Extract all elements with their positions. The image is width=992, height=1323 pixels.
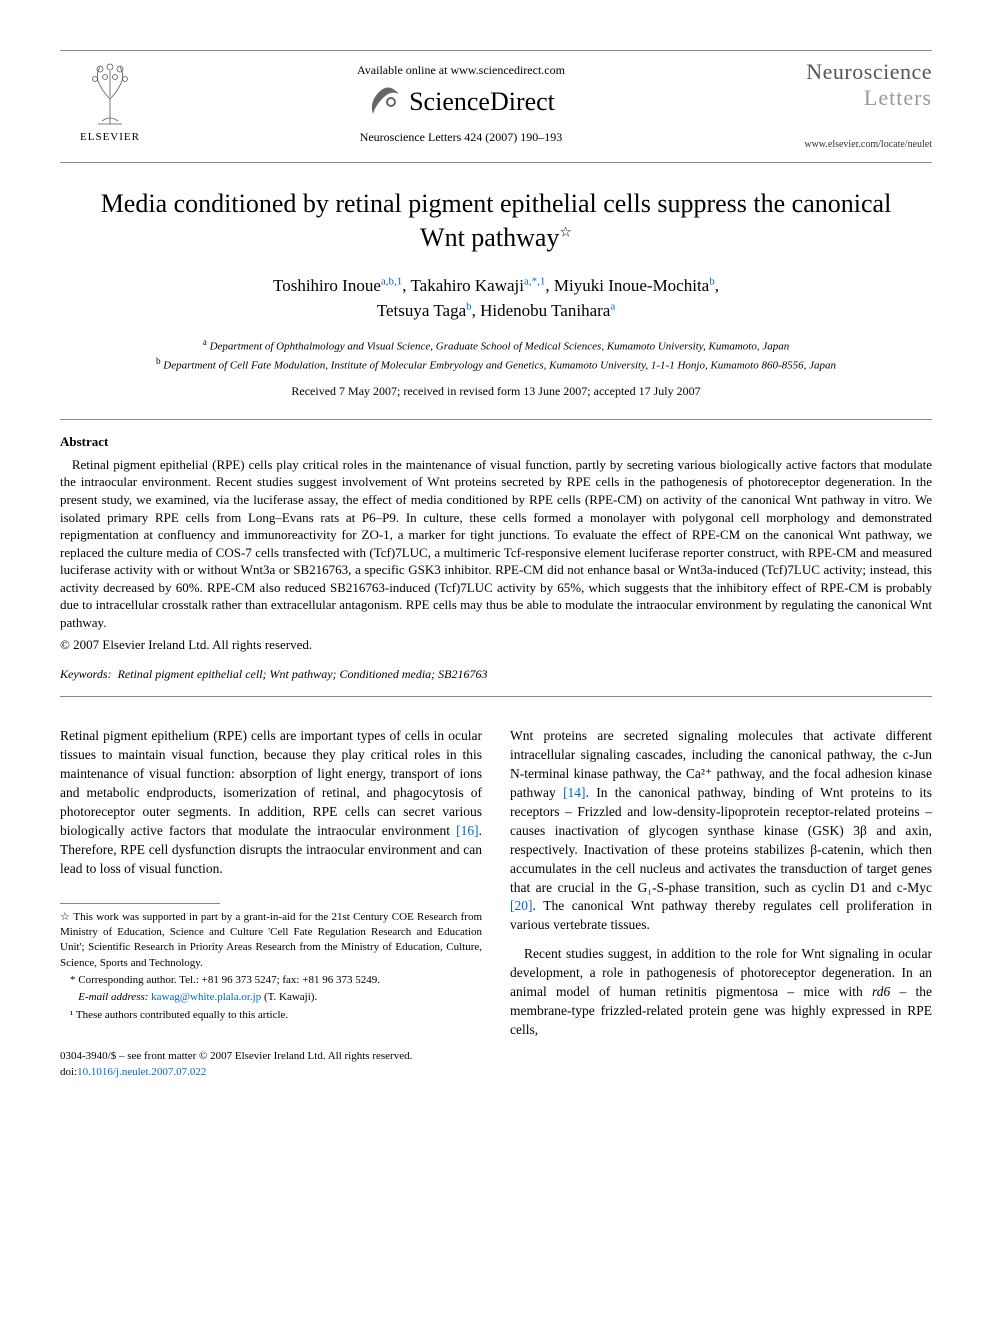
body-para-1: Retinal pigment epithelium (RPE) cells a… <box>60 727 482 878</box>
para-text: Recent studies suggest, in addition to t… <box>510 946 932 999</box>
abstract-heading: Abstract <box>60 434 932 450</box>
elsevier-tree-icon <box>80 59 140 129</box>
footnote-funding: ☆ This work was supported in part by a g… <box>60 910 482 972</box>
journal-reference: Neuroscience Letters 424 (2007) 190–193 <box>160 130 762 145</box>
title-footnote-star: ☆ <box>559 225 572 240</box>
journal-title-line1: Neuroscience <box>762 59 932 85</box>
email-link[interactable]: kawag@white.plala.or.jp <box>151 991 261 1003</box>
body-para-3: Recent studies suggest, in addition to t… <box>510 945 932 1039</box>
citation-16[interactable]: [16] <box>456 823 479 838</box>
publisher-block: ELSEVIER <box>60 59 160 143</box>
footnotes: ☆ This work was supported in part by a g… <box>60 910 482 1024</box>
abstract-text: Retinal pigment epithelial (RPE) cells p… <box>60 456 932 631</box>
doi-link[interactable]: 10.1016/j.neulet.2007.07.022 <box>77 1066 206 1078</box>
header-bar: ELSEVIER Available online at www.science… <box>60 50 932 163</box>
sep: , Takahiro Kawaji <box>402 276 524 295</box>
author-4: Tetsuya Taga <box>377 301 466 320</box>
sciencedirect-text: ScienceDirect <box>409 87 555 117</box>
article-dates: Received 7 May 2007; received in revised… <box>60 384 932 399</box>
left-column: Retinal pigment epithelium (RPE) cells a… <box>60 727 482 1080</box>
author-1-aff[interactable]: a,b,1 <box>381 275 402 287</box>
page-bottom-info: 0304-3940/$ – see front matter © 2007 El… <box>60 1049 482 1080</box>
rule-below-keywords <box>60 696 932 697</box>
keywords-label: Keywords: <box>60 667 112 681</box>
sep: , Hidenobu Tanihara <box>472 301 611 320</box>
affiliation-a: Department of Ophthalmology and Visual S… <box>210 340 790 352</box>
affiliations: a Department of Ophthalmology and Visual… <box>60 336 932 374</box>
journal-url: www.elsevier.com/locate/neulet <box>762 139 932 150</box>
citation-20[interactable]: [20] <box>510 898 533 913</box>
author-5-aff[interactable]: a <box>610 300 615 312</box>
right-column: Wnt proteins are secreted signaling mole… <box>510 727 932 1080</box>
footnote-rule <box>60 903 220 904</box>
email-person: (T. Kawaji). <box>264 991 317 1003</box>
footnote-equal-contrib: ¹ These authors contributed equally to t… <box>60 1008 482 1023</box>
copyright-line: © 2007 Elsevier Ireland Ltd. All rights … <box>60 637 932 653</box>
keywords-text: Retinal pigment epithelial cell; Wnt pat… <box>118 667 488 681</box>
affiliation-b: Department of Cell Fate Modulation, Inst… <box>163 359 836 371</box>
para-text: . In the canonical pathway, binding of W… <box>510 785 932 894</box>
available-online-line: Available online at www.sciencedirect.co… <box>160 63 762 78</box>
doi-label: doi: <box>60 1066 77 1078</box>
para-text: . The canonical Wnt pathway thereby regu… <box>510 898 932 932</box>
para-text: Retinal pigment epithelium (RPE) cells a… <box>60 728 482 837</box>
body-columns: Retinal pigment epithelium (RPE) cells a… <box>60 727 932 1080</box>
journal-title-line2: Letters <box>762 85 932 111</box>
doi-line: doi:10.1016/j.neulet.2007.07.022 <box>60 1065 482 1080</box>
sd-swoosh-icon <box>367 84 403 120</box>
email-label: E-mail address: <box>78 991 148 1003</box>
article-title: Media conditioned by retinal pigment epi… <box>100 187 892 255</box>
center-header: Available online at www.sciencedirect.co… <box>160 59 762 145</box>
gene-name-italic: rd6 <box>872 984 890 999</box>
keywords-line: Keywords: Retinal pigment epithelial cel… <box>60 667 932 682</box>
sciencedirect-logo: ScienceDirect <box>160 84 762 120</box>
body-para-2: Wnt proteins are secreted signaling mole… <box>510 727 932 935</box>
sep: , Miyuki Inoue-Mochita <box>545 276 709 295</box>
citation-14[interactable]: [14] <box>563 785 586 800</box>
author-list: Toshihiro Inouea,b,1, Takahiro Kawajia,*… <box>60 273 932 324</box>
rule-above-abstract <box>60 419 932 420</box>
title-text: Media conditioned by retinal pigment epi… <box>101 189 892 252</box>
footnote-corresponding: * Corresponding author. Tel.: +81 96 373… <box>60 973 482 988</box>
publisher-label: ELSEVIER <box>80 131 140 143</box>
journal-title-block: Neuroscience Letters www.elsevier.com/lo… <box>762 59 932 150</box>
author-1: Toshihiro Inoue <box>273 276 381 295</box>
abstract-content: Retinal pigment epithelial (RPE) cells p… <box>60 457 932 630</box>
front-matter-line: 0304-3940/$ – see front matter © 2007 El… <box>60 1049 482 1064</box>
sep: , <box>715 276 719 295</box>
author-2-aff[interactable]: a,*,1 <box>524 275 545 287</box>
footnote-email: E-mail address: kawag@white.plala.or.jp … <box>60 990 482 1005</box>
